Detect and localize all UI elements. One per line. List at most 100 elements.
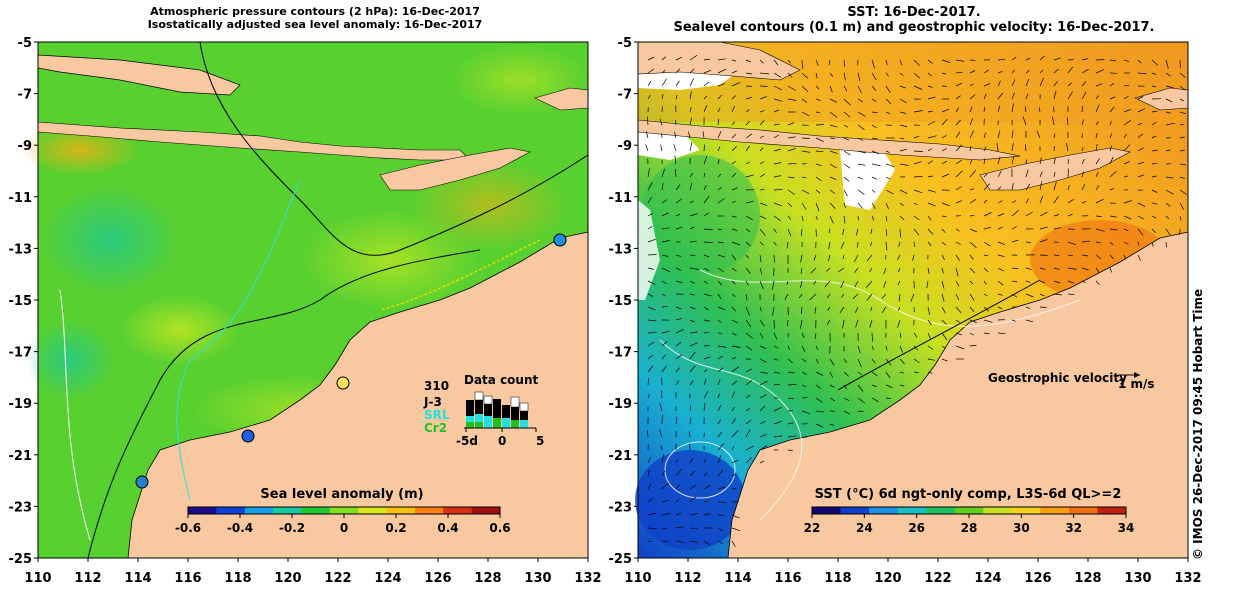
data-count-bar (484, 396, 492, 428)
velocity-arrow (675, 267, 682, 271)
velocity-arrow (787, 228, 792, 237)
left-title-line1: Atmospheric pressure contours (2 hPa): 1… (150, 5, 480, 18)
velocity-arrow (675, 468, 682, 477)
velocity-arrow (759, 241, 764, 246)
velocity-arrow (815, 176, 822, 181)
velocity-arrow (941, 173, 950, 178)
velocity-arrow (1095, 132, 1098, 139)
velocity-arrow (717, 355, 723, 360)
velocity-arrow (910, 293, 915, 302)
left-land-timor (379, 147, 531, 191)
velocity-arrow (1095, 69, 1105, 74)
velocity-arrow (843, 202, 846, 208)
velocity-arrow (969, 170, 977, 178)
velocity-arrow (829, 111, 838, 118)
velocity-arrow (871, 176, 877, 180)
velocity-arrow (787, 449, 793, 451)
velocity-arrow (1011, 200, 1017, 204)
left-longitude-tick-label: 110 (24, 571, 51, 586)
left-colorbar-swatch (414, 507, 444, 514)
velocity-arrow (814, 332, 817, 339)
velocity-arrow (983, 173, 988, 178)
left-latitude-tick-label: -17 (9, 346, 33, 361)
velocity-arrow (661, 500, 669, 503)
velocity-arrow (1011, 79, 1016, 87)
velocity-arrow (1039, 267, 1046, 270)
velocity-arrow (1123, 228, 1129, 232)
velocity-arrow (997, 213, 1005, 217)
velocity-arrow (813, 280, 817, 285)
velocity-arrow (1151, 228, 1157, 234)
velocity-arrow (1053, 57, 1062, 61)
left-colorbar-tick-label: -0.2 (279, 521, 305, 535)
velocity-arrow (1109, 254, 1114, 260)
velocity-arrow (1011, 226, 1017, 230)
velocity-arrow (647, 512, 656, 516)
right-sealevel-contour-2 (659, 339, 803, 521)
velocity-arrow (745, 174, 754, 178)
velocity-arrow (1123, 133, 1127, 139)
velocity-arrow (926, 280, 929, 288)
velocity-arrow (759, 120, 765, 126)
left-latitude-tick-label: -19 (9, 397, 33, 412)
velocity-arrow (1179, 111, 1187, 115)
velocity-arrow (815, 410, 825, 413)
velocity-arrow (646, 430, 649, 438)
velocity-arrow (826, 267, 831, 272)
right-colorbar-swatch (897, 507, 927, 514)
right-colorbar-swatch (1097, 507, 1127, 514)
right-longitude-tick-label: 120 (874, 571, 901, 586)
velocity-arrow (703, 472, 708, 477)
velocity-arrow (955, 293, 960, 301)
velocity-arrow (983, 83, 991, 87)
velocity-arrow (1011, 103, 1014, 113)
velocity-arrow (1025, 306, 1031, 309)
velocity-arrow (871, 358, 876, 364)
velocity-arrow (800, 267, 803, 275)
velocity-arrow (801, 384, 806, 388)
velocity-arrow (983, 332, 990, 335)
velocity-arrow (881, 293, 887, 299)
velocity-arrow (703, 172, 706, 178)
velocity-arrow (1151, 215, 1157, 219)
velocity-arrow (1067, 254, 1073, 257)
velocity-arrow (871, 345, 874, 351)
velocity-arrow (689, 293, 695, 296)
velocity-arrow (969, 214, 975, 217)
data-count-legend-srl: SRL (424, 408, 450, 422)
left-cyan-track (176, 179, 301, 501)
left-pressure-contour-1 (199, 41, 589, 256)
left-map (20, 41, 590, 559)
velocity-arrow (661, 267, 671, 273)
velocity-arrow (842, 319, 845, 329)
velocity-arrow (913, 241, 916, 247)
velocity-arrow (647, 80, 652, 87)
velocity-arrow (675, 226, 683, 230)
velocity-arrow (731, 418, 736, 425)
velocity-arrow (703, 241, 713, 243)
velocity-arrow (675, 198, 682, 204)
velocity-arrow (689, 267, 699, 270)
velocity-arrow (871, 384, 877, 388)
velocity-arrow (809, 293, 817, 301)
velocity-arrow (1011, 156, 1015, 165)
velocity-arrow (983, 306, 989, 312)
velocity-arrow (703, 95, 708, 100)
velocity-arrow (855, 319, 859, 328)
velocity-arrow (689, 68, 695, 74)
data-count-bar (493, 399, 501, 428)
velocity-arrow (689, 226, 695, 230)
velocity-arrow (703, 185, 707, 191)
velocity-arrow (829, 176, 837, 180)
velocity-arrow (675, 306, 682, 310)
right-latitude-tick-label: -21 (609, 449, 633, 464)
velocity-arrow (913, 215, 920, 221)
velocity-arrow (773, 228, 777, 233)
velocity-arrow (731, 161, 736, 165)
velocity-arrow (689, 213, 698, 217)
velocity-arrow (855, 306, 859, 313)
velocity-arrow (717, 131, 722, 139)
right-colorbar-tick-label: 32 (1065, 521, 1082, 535)
velocity-arrow (1081, 267, 1089, 271)
velocity-arrow (745, 120, 750, 126)
